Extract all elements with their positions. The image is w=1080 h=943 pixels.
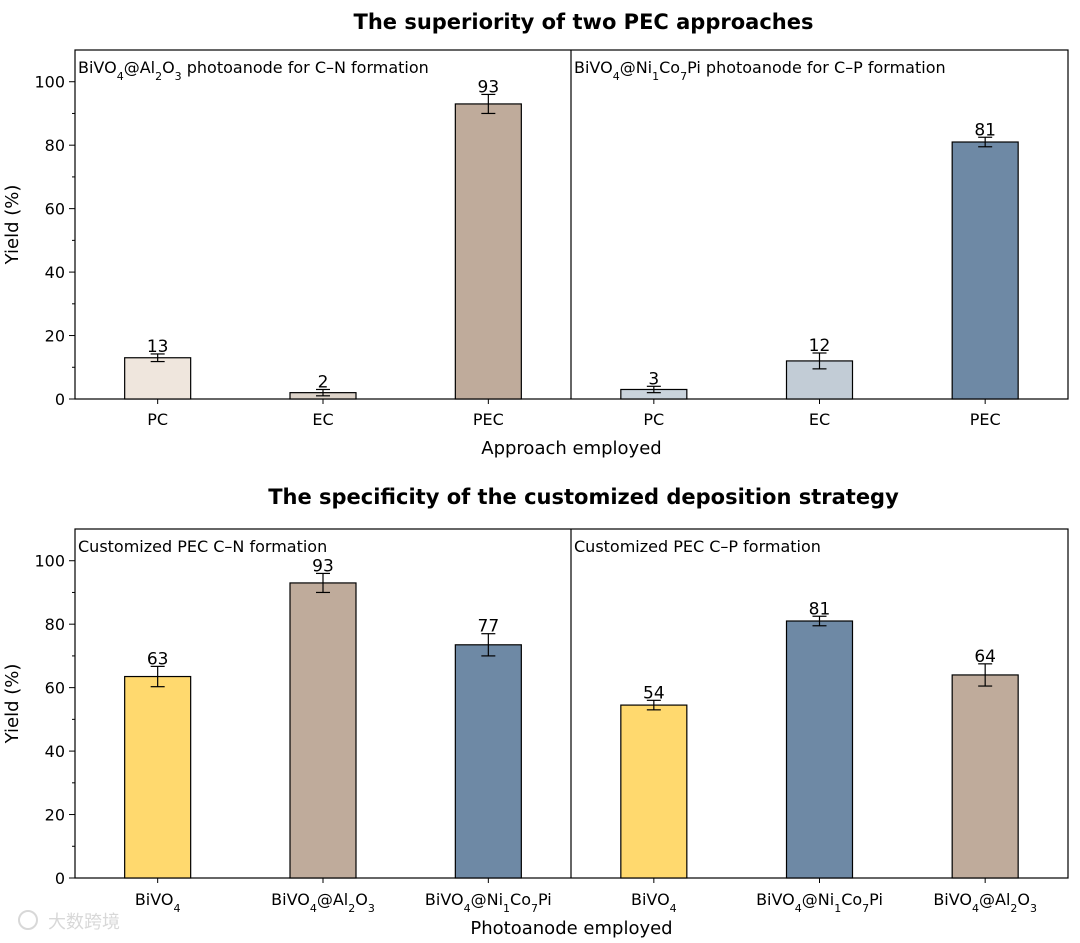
y-tick-label: 80: [45, 136, 65, 155]
chart-title: The specificity of the customized deposi…: [268, 485, 899, 509]
x-tick-label: PEC: [970, 410, 1001, 429]
bar: [951, 141, 1019, 400]
watermark-logo-icon: [18, 910, 38, 930]
bar: [620, 704, 688, 879]
y-tick-label: 100: [34, 552, 65, 571]
panel-label: Customized PEC C–N formation: [78, 537, 327, 556]
x-tick-label: BiVO4: [135, 890, 181, 915]
bar: [289, 582, 357, 879]
data-label: 54: [643, 683, 665, 703]
chart-title: The superiority of two PEC approaches: [354, 10, 814, 34]
y-axis-label: Yield (%): [2, 664, 23, 745]
chart-2: The specificity of the customized deposi…: [2, 485, 1069, 939]
data-label: 81: [974, 120, 996, 140]
bar: [785, 620, 854, 879]
x-tick-label: BiVO4@Ni1Co7Pi: [425, 890, 552, 915]
data-label: 2: [318, 372, 329, 392]
data-label: 77: [478, 617, 500, 637]
y-tick-label: 60: [45, 200, 65, 219]
y-tick-label: 80: [45, 615, 65, 634]
x-tick-label: PC: [147, 410, 168, 429]
chart-1: The superiority of two PEC approaches 0 20…: [2, 10, 1069, 459]
x-tick-label: BiVO4: [631, 890, 677, 915]
bar: [951, 674, 1019, 879]
panel-label: Customized PEC C–P formation: [574, 537, 821, 556]
panel-label: BiVO4@Ni1Co7Pi photoanode for C–P format…: [574, 58, 946, 83]
data-label: 93: [312, 556, 334, 576]
data-label: 64: [974, 647, 996, 667]
data-label: 93: [478, 77, 500, 97]
x-tick-label: EC: [312, 410, 333, 429]
data-label: 13: [147, 337, 169, 357]
watermark-text: 大数跨境: [48, 912, 120, 933]
data-label: 3: [648, 369, 659, 389]
bar: [454, 103, 522, 400]
panel-label: BiVO4@Al2O3 photoanode for C–N formation: [78, 58, 429, 83]
bar: [124, 357, 192, 400]
x-axis-label: Photoanode employed: [470, 918, 672, 939]
y-tick-label: 60: [45, 679, 65, 698]
bar: [454, 644, 522, 879]
y-tick-label: 20: [45, 806, 65, 825]
y-tick-label: 0: [55, 869, 65, 888]
x-tick-label: PC: [643, 410, 664, 429]
y-tick-label: 40: [45, 263, 65, 282]
x-tick-label: BiVO4@Al2O3: [271, 890, 375, 915]
y-tick-label: 0: [55, 390, 65, 409]
x-tick-label: PEC: [473, 410, 504, 429]
y-axis-label: Yield (%): [2, 185, 23, 266]
y-tick-label: 100: [34, 73, 65, 92]
x-tick-label: BiVO4@Ni1Co7Pi: [756, 890, 883, 915]
data-label: 81: [809, 599, 831, 619]
data-label: 12: [809, 336, 831, 356]
bar: [124, 675, 192, 879]
y-tick-label: 40: [45, 742, 65, 761]
y-tick-label: 20: [45, 327, 65, 346]
data-label: 63: [147, 649, 169, 669]
x-tick-label: BiVO4@Al2O3: [933, 890, 1037, 915]
x-axis-label: Approach employed: [481, 438, 661, 459]
x-tick-label: EC: [809, 410, 830, 429]
